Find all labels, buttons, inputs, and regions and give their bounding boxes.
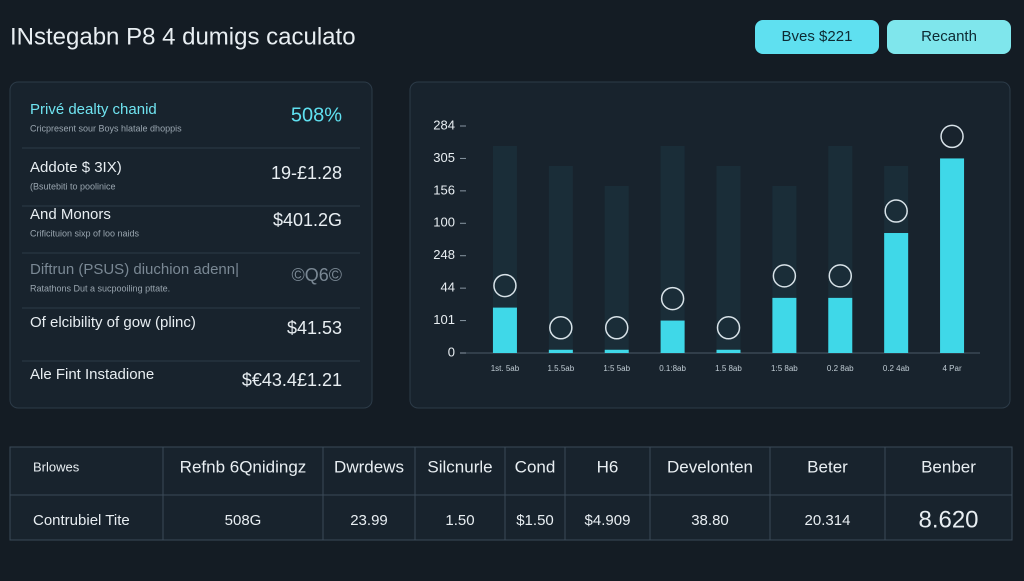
row-value: $41.53 — [287, 318, 342, 338]
chart-panel — [409, 81, 1011, 409]
button[interactable] — [887, 20, 1011, 54]
row-sublabel: (Bsutebiti to poolinice — [30, 181, 116, 191]
x-tick-label: 0.2 8ab — [827, 364, 854, 373]
y-tick-label: 305 — [433, 150, 455, 165]
row-sublabel: Crificituion sixp of loo naids — [30, 228, 140, 238]
bar — [828, 297, 853, 353]
bar-icon — [549, 316, 573, 340]
y-tick-label: 44 — [441, 280, 455, 295]
table-cell: $1.50 — [516, 512, 554, 529]
bar — [604, 349, 629, 353]
x-tick-label: 1.5 8ab — [715, 364, 742, 373]
bar — [492, 307, 517, 353]
x-tick-label: 1:5 8ab — [771, 364, 798, 373]
row-label: Privé dealty chanid — [30, 101, 157, 118]
bar — [772, 297, 797, 353]
table-header: Brlowes — [33, 459, 80, 474]
table-cell: Contrubiel Tite — [33, 512, 130, 529]
y-tick-label: 0 — [448, 344, 455, 359]
bar — [884, 233, 909, 353]
table-cell: 20.314 — [805, 512, 851, 529]
bar-icon — [493, 273, 517, 298]
row-label: Of elcibility of gow (plinc) — [30, 314, 196, 331]
bar — [716, 349, 741, 353]
bar — [660, 320, 685, 353]
y-tick-label: 248 — [433, 247, 455, 262]
x-tick-label: 4 Par — [942, 364, 961, 373]
bar — [548, 349, 573, 353]
button[interactable] — [755, 20, 879, 54]
row-sublabel: Cricpresent sour Boys hlatale dhoppis — [30, 123, 182, 133]
bar-icon — [604, 316, 629, 340]
row-label: Ale Fint Instadione — [30, 366, 154, 383]
x-tick-label: 1:5 5ab — [603, 364, 630, 373]
y-tick-label: 156 — [433, 182, 455, 197]
page-title: INstegabn P8 4 dumigs caculato — [10, 23, 356, 50]
button-label[interactable]: Recanth — [921, 28, 977, 45]
table-cell: 508G — [225, 512, 262, 529]
y-tick-label: 100 — [433, 215, 455, 230]
row-value: 508% — [291, 104, 342, 126]
bar — [940, 158, 965, 353]
table-header: Develonten — [667, 457, 753, 476]
row-value: $€43.4£1.21 — [242, 370, 342, 390]
bar-icon — [660, 286, 685, 311]
y-tick-label: 101 — [433, 312, 455, 327]
table-cell: 23.99 — [350, 512, 388, 529]
bar-icon — [772, 264, 797, 288]
x-tick-label: 1st. 5ab — [491, 364, 520, 373]
row-value: ©Q6© — [291, 265, 342, 285]
summary-panel — [9, 81, 373, 409]
table-header: Benber — [921, 457, 976, 476]
x-tick-label: 0.1:8ab — [659, 364, 686, 373]
table-header: Refnb 6Qnidingz — [180, 457, 307, 476]
row-label: Diftrun (PSUS) diuchion adenn| — [30, 261, 239, 278]
row-value: 19-£1.28 — [271, 163, 342, 183]
bar-icon — [716, 316, 741, 340]
row-sublabel: Ratathons Dut a sucpooiling pttate. — [30, 283, 170, 293]
table-cell: 1.50 — [445, 512, 474, 529]
table-cell: 8.620 — [918, 506, 978, 533]
table-header: Silcnurle — [427, 457, 492, 476]
bar-glow — [660, 146, 685, 353]
bar-icon — [828, 264, 853, 288]
row-label: And Monors — [30, 206, 111, 223]
y-tick-label: 284 — [433, 117, 455, 132]
bar-glow — [604, 186, 629, 353]
table — [9, 446, 1013, 541]
table-header: Beter — [807, 457, 848, 476]
x-tick-label: 1.5.5ab — [547, 364, 574, 373]
bar-glow — [716, 166, 741, 353]
x-tick-label: 0.2 4ab — [883, 364, 910, 373]
button-label[interactable]: Bves $221 — [782, 28, 853, 45]
table-header: H6 — [597, 457, 619, 476]
row-value: $401.2G — [273, 210, 342, 230]
table-cell: $4.909 — [585, 512, 631, 529]
bar-glow — [548, 166, 573, 353]
row-label: Addote $ 3IX) — [30, 159, 122, 176]
bar-icon — [884, 199, 908, 223]
table-cell: 38.80 — [691, 512, 729, 529]
table-header: Cond — [515, 457, 556, 476]
bar-icon — [940, 124, 964, 149]
table-header: Dwrdews — [334, 457, 404, 476]
